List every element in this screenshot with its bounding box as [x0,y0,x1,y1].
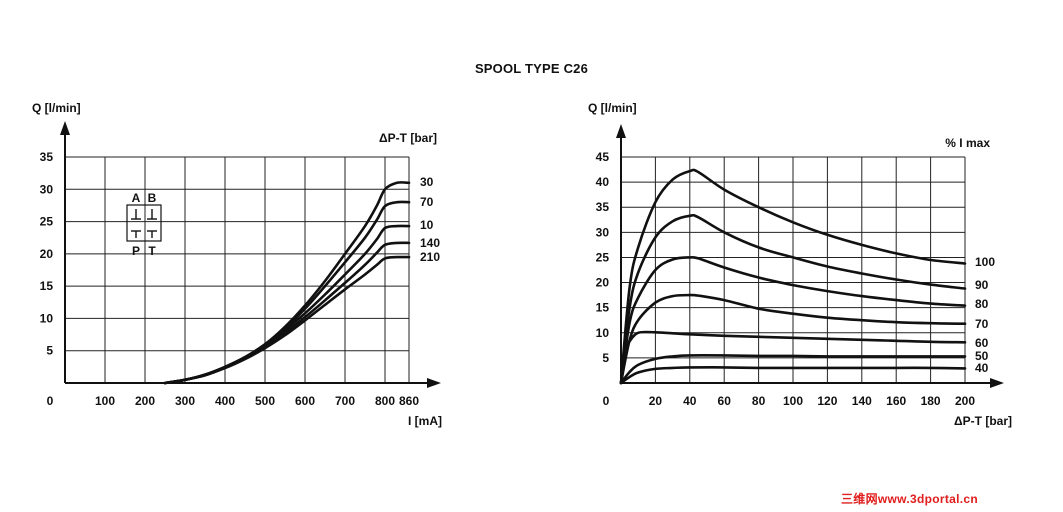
left-y-tick-label: 25 [40,215,54,229]
right-y-tick-label: 20 [596,276,610,290]
right-series-line-40 [619,366,967,385]
right-series-label-100: 100 [975,255,995,269]
right-y-tick-label: 5 [602,351,609,365]
chart-left: 100 200 300 400 500 600 700 800 8605101520253035… [32,101,442,428]
page-title: SPOOL TYPE C26 [474,61,589,76]
right-y-tick-label: 45 [596,150,610,164]
right-y-tick-label: 35 [596,200,610,214]
left-series-line-70 [163,200,411,385]
right-legend-title: % I max [945,136,990,150]
right-x-axis-arrow [990,378,1004,388]
right-series-line-80 [619,255,967,385]
left-series-label-70: 70 [420,195,434,209]
valve-label-b: B [148,191,157,205]
left-y-tick-label: 35 [40,150,54,164]
right-x-tick-label: 180 [921,394,941,408]
right-series-line-90 [619,213,967,385]
left-series-line-140 [163,241,411,385]
right-y-tick-label: 40 [596,175,610,189]
right-y-axis-label: Q [l/min] [588,101,637,115]
left-x-tick-label: 400 [215,394,235,408]
right-series-label-60: 60 [975,336,989,350]
left-x-tick-label: 200 [135,394,155,408]
right-x-axis-label: ΔP-T [bar] [954,414,1012,428]
right-series-label-90: 90 [975,278,989,292]
right-x-tick-label: 100 [783,394,803,408]
valve-label-t: T [148,244,156,258]
left-x-tick-label: 800 [375,394,395,408]
left-y-tick-label: 30 [40,182,54,196]
right-x-tick-label: 80 [752,394,766,408]
right-x-tick-label: 160 [886,394,906,408]
left-x-tick-label: 100 [95,394,115,408]
right-x-tick-label: 120 [817,394,837,408]
left-series-label-210: 210 [420,250,440,264]
left-x-tick-label: 700 [335,394,355,408]
left-series-line-210 [163,255,411,385]
right-x-tick-label: 200 [955,394,975,408]
right-series-line-50 [619,353,967,385]
right-x-tick-label: 40 [683,394,697,408]
left-x-axis-arrow [427,378,441,388]
valve-symbol-box [126,204,162,242]
left-legend-title: ΔP-T [bar] [379,131,437,145]
right-y-axis-arrow [616,124,626,138]
left-x-tick-label: 300 [175,394,195,408]
valve-label-p: P [132,244,140,258]
left-y-axis-arrow [60,121,70,135]
right-origin-label: 0 [603,394,610,408]
left-x-tick-label: 600 [295,394,315,408]
right-series-line-100 [619,168,967,385]
left-y-tick-label: 5 [46,344,53,358]
right-y-tick-label: 15 [596,301,610,315]
left-series-line-30 [163,181,411,385]
right-y-tick-label: 30 [596,225,610,239]
left-series-label-10: 10 [420,218,434,232]
left-y-tick-label: 15 [40,279,54,293]
left-x-tick-label: 860 [399,394,419,408]
left-origin-label: 0 [47,394,54,408]
right-y-tick-label: 25 [596,250,610,264]
left-y-tick-label: 20 [40,247,54,261]
right-series-label-70: 70 [975,317,989,331]
right-series-label-80: 80 [975,297,989,311]
right-y-tick-label: 10 [596,326,610,340]
left-series-label-30: 30 [420,175,434,189]
right-series-label-50: 50 [975,349,989,363]
left-series-line-10 [163,224,411,385]
right-series-label-40: 40 [975,361,989,375]
right-x-tick-label: 60 [718,394,732,408]
left-series-label-140: 140 [420,236,440,250]
right-x-tick-label: 140 [852,394,872,408]
right-series-line-60 [619,330,967,385]
watermark-text: 三维网www.3dportal.cn [841,492,978,506]
chart-right: 20 40 60 80 100 120 140 160 180 200 5 10 15 20 25 30 35 4… [588,101,1012,428]
left-y-axis-label: Q [l/min] [32,101,81,115]
valve-label-a: A [132,191,141,205]
right-series-line-70 [619,293,967,385]
left-x-axis-label: I [mA] [408,414,442,428]
left-y-tick-label: 10 [40,311,54,325]
left-x-tick-label: 500 [255,394,275,408]
right-x-tick-label: 20 [649,394,663,408]
